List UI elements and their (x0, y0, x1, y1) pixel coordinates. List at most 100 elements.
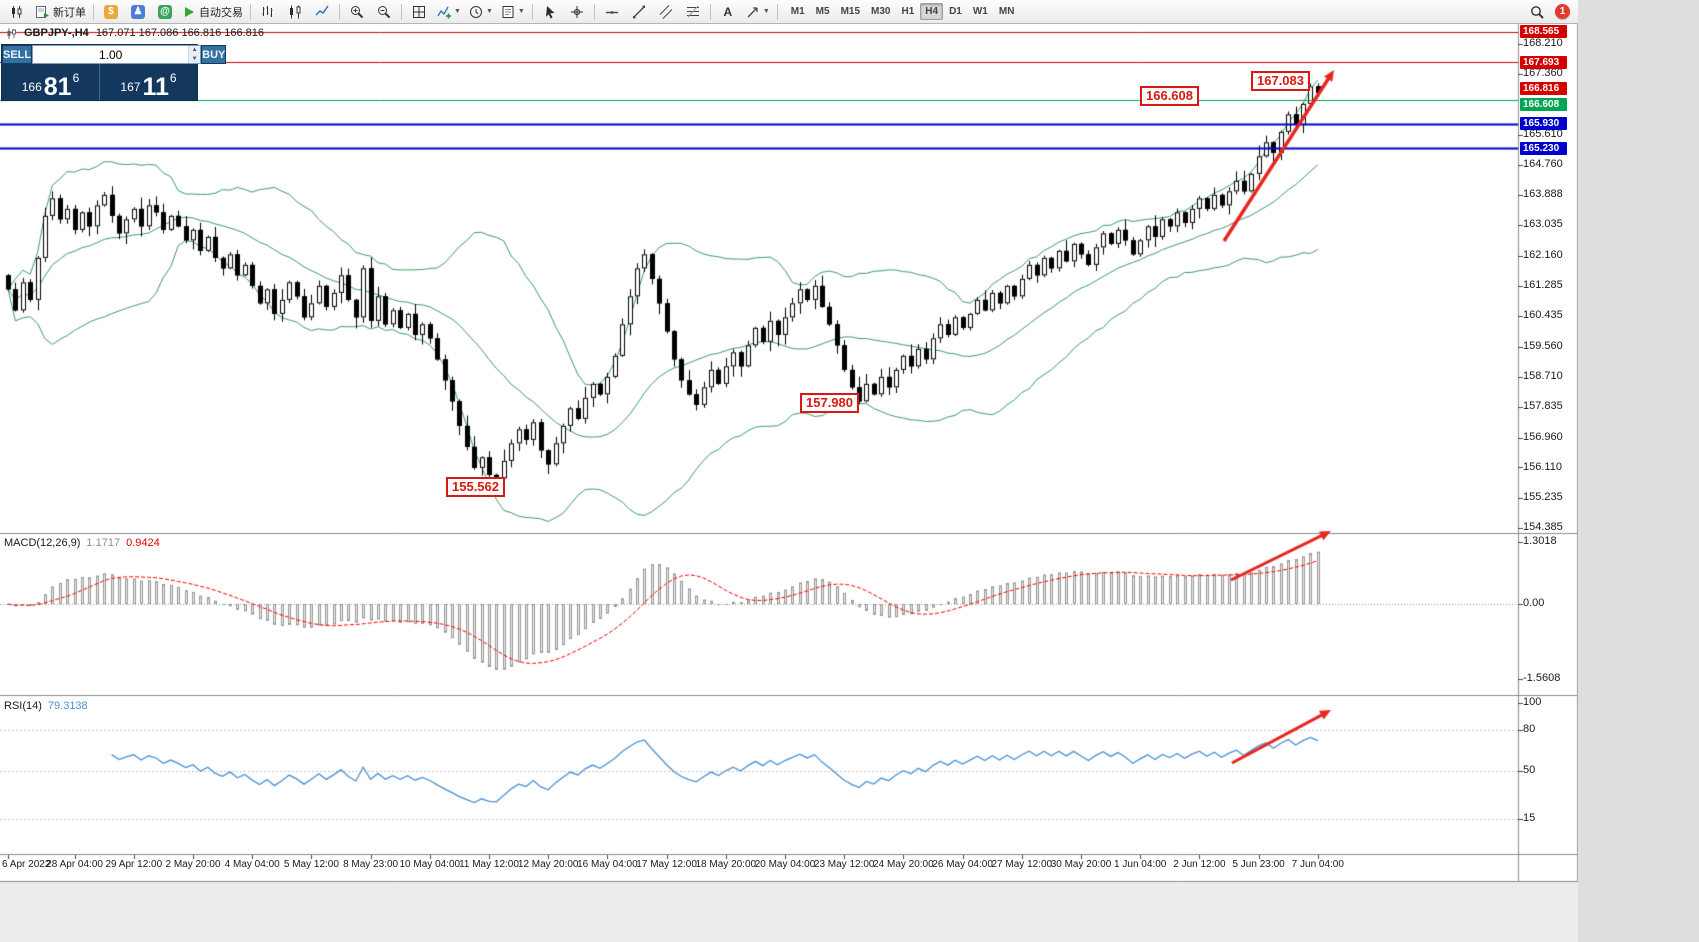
zoom-in-button[interactable] (344, 1, 370, 23)
timeframe-h4-button[interactable]: H4 (920, 3, 944, 20)
fibonacci-tool-button[interactable] (680, 1, 706, 23)
spinner-down-icon[interactable]: ▼ (189, 54, 201, 63)
trade-panel-prices: 166 81 6 167 11 6 (2, 64, 197, 100)
chart-canvas[interactable] (0, 0, 1578, 942)
time-axis-label: 4 May 04:00 (224, 859, 280, 870)
line-chart-button[interactable] (309, 1, 335, 23)
rsi-axis-tick: 100 (1523, 696, 1542, 708)
zoom-out-icon (378, 5, 391, 18)
zoom-out-button[interactable] (371, 1, 397, 23)
toolbar-separator (401, 3, 402, 20)
candlestick-chart-button[interactable] (282, 1, 308, 23)
time-axis-label: 20 May 04:00 (754, 859, 816, 870)
macd-main-value: 1.1717 (86, 537, 121, 549)
rsi-axis-tick: 50 (1523, 764, 1536, 776)
line-chart-icon (315, 5, 329, 15)
time-axis-label: 5 Jun 23:00 (1232, 859, 1285, 870)
timeframe-m30-button[interactable]: M30 (871, 6, 891, 17)
notification-badge[interactable]: 1 (1555, 4, 1570, 19)
arrow-objects-button[interactable]: ▼ (742, 1, 773, 23)
price-callout[interactable]: 167.083 (1251, 71, 1310, 91)
search-button[interactable] (1524, 1, 1550, 23)
macd-signal-value: 0.9424 (126, 537, 160, 549)
lot-size-input[interactable] (33, 46, 189, 63)
horizontal-line-tool-button[interactable] (599, 1, 625, 23)
time-axis-label: 12 May 20:00 (517, 859, 579, 870)
periods-button[interactable]: ▼ (465, 1, 496, 23)
price-axis-tick: 158.710 (1523, 369, 1563, 382)
fibonacci-icon (686, 5, 699, 17)
ask-big-digits: 11 (142, 72, 169, 101)
time-axis-label: 7 Jun 04:00 (1291, 859, 1344, 870)
timeframe-w1-button[interactable]: W1 (972, 6, 988, 17)
navigator-button[interactable]: @ (152, 1, 178, 23)
data-window-button[interactable]: ♟ (125, 1, 151, 23)
time-axis-label: 28 Apr 04:00 (46, 859, 103, 870)
macd-axis-tick: -1.5608 (1523, 671, 1561, 684)
new-chart-button[interactable] (4, 1, 30, 23)
bar-chart-button[interactable] (255, 1, 281, 23)
crosshair-button[interactable] (564, 1, 590, 23)
timeframe-d1-button[interactable]: D1 (949, 6, 962, 17)
toolbar-separator (531, 3, 533, 20)
rsi-value: 79.3138 (47, 700, 88, 712)
price-axis-tick: 159.560 (1523, 339, 1563, 352)
chart-icon (7, 27, 16, 39)
time-axis-label: 18 May 20:00 (695, 859, 757, 870)
buy-button[interactable]: BUY (201, 45, 227, 64)
mt4-window: 新订单 $ ♟ @ 自动交易 ▼ (0, 0, 1578, 942)
templates-button[interactable]: ▼ (497, 1, 528, 23)
time-axis-label: 11 May 12:00 (459, 859, 519, 870)
trendline-tool-button[interactable] (626, 1, 652, 23)
timeframe-mn-button[interactable]: MN (998, 6, 1015, 17)
ask-price-button[interactable]: 167 11 6 (99, 64, 197, 100)
toolbar-separator (776, 3, 778, 20)
sell-button[interactable]: SELL (2, 45, 33, 64)
time-axis-label: 16 May 04:00 (577, 859, 638, 870)
chevron-down-icon: ▼ (762, 8, 770, 15)
toolbar-separator (339, 3, 340, 20)
price-axis-box-165.230: 165.230 (1520, 141, 1567, 155)
indicators-button[interactable]: ▼ (433, 1, 464, 23)
chevron-down-icon: ▼ (517, 8, 525, 15)
timeframe-m5-button[interactable]: M5 (815, 6, 830, 17)
tile-windows-button[interactable] (406, 1, 432, 23)
rsi-label: RSI(14) 79.3138 (4, 700, 88, 712)
chevron-down-icon: ▼ (454, 8, 461, 15)
one-click-trading-panel: SELL ▲ ▼ BUY 166 81 6 167 11 6 (1, 44, 227, 101)
play-icon (185, 6, 194, 17)
time-axis-label: 2 Jun 12:00 (1173, 859, 1226, 870)
time-axis-label: 2 May 20:00 (165, 859, 221, 870)
trendline-icon (632, 5, 645, 18)
price-axis-tick: 161.285 (1523, 279, 1563, 292)
text-tool-icon: A (723, 4, 733, 19)
time-axis-label: 30 May 20:00 (1050, 859, 1112, 870)
channel-tool-button[interactable] (653, 1, 679, 23)
price-axis-box-168.565: 168.565 (1520, 25, 1567, 39)
market-watch-button[interactable]: $ (98, 1, 124, 23)
timeframe-m1-button[interactable]: M1 (790, 6, 805, 17)
price-axis-box-166.608: 166.608 (1520, 97, 1567, 111)
time-axis-label: 5 May 12:00 (283, 859, 339, 870)
text-tool-button[interactable]: A (715, 1, 741, 23)
timeframe-h1-button[interactable]: H1 (901, 6, 915, 17)
price-callout[interactable]: 157.980 (800, 393, 859, 413)
new-order-button[interactable]: 新订单 (31, 1, 89, 23)
auto-trading-button[interactable]: 自动交易 (179, 1, 246, 23)
time-axis-label: 1 Jun 04:00 (1114, 859, 1167, 870)
toolbar: 新订单 $ ♟ @ 自动交易 ▼ (0, 0, 1578, 24)
bid-price-button[interactable]: 166 81 6 (2, 64, 99, 100)
time-axis-label: 27 May 12:00 (991, 859, 1053, 870)
time-axis-label: 10 May 04:00 (399, 859, 461, 870)
chart-quote-header: GBPJPY-,H4 167.071 167.086 166.816 166.8… (6, 27, 264, 39)
price-callout[interactable]: 166.608 (1140, 86, 1199, 106)
price-axis-tick: 160.435 (1523, 309, 1563, 322)
trade-panel-top-row: SELL ▲ ▼ BUY (2, 45, 227, 64)
timeframe-m15-button[interactable]: M15 (840, 6, 861, 17)
cursor-button[interactable] (537, 1, 563, 23)
channel-icon (659, 4, 673, 19)
price-callout[interactable]: 155.562 (446, 477, 505, 497)
price-axis-tick: 156.960 (1523, 430, 1563, 443)
spinner-up-icon[interactable]: ▲ (189, 46, 201, 55)
rsi-axis-tick: 80 (1523, 723, 1536, 736)
